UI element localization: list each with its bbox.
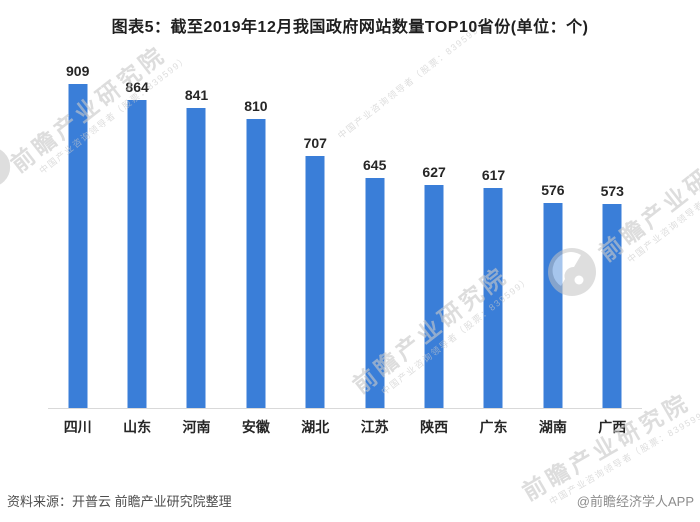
bar	[424, 185, 444, 408]
bar-slot: 841 河南	[167, 60, 226, 436]
bar	[127, 100, 147, 408]
bar	[68, 84, 88, 408]
brand-credit: @前瞻经济学人APP	[576, 494, 694, 509]
bar	[365, 178, 385, 408]
category-label: 广东	[479, 419, 508, 435]
chart-title: 图表5：截至2019年12月我国政府网站数量TOP10省份(单位：个)	[111, 19, 589, 36]
bar-value-label: 841	[184, 87, 209, 103]
bar-slot: 573 广西	[583, 60, 642, 436]
bar-slot: 810 安徽	[226, 60, 285, 436]
bar-value-label: 645	[363, 157, 387, 173]
bar	[246, 119, 266, 408]
category-label: 广西	[598, 419, 627, 435]
bar-value-label: 707	[303, 135, 327, 151]
category-label: 四川	[63, 419, 92, 435]
bar-value-label: 909	[66, 63, 90, 79]
category-label: 河南	[182, 419, 211, 435]
bar-value-label: 810	[244, 98, 268, 114]
bar-value-label: 576	[541, 182, 565, 198]
bar	[543, 203, 563, 408]
category-label: 陕西	[420, 419, 449, 435]
bar-value-label: 627	[422, 164, 446, 180]
bar	[305, 156, 325, 408]
bar-slot: 707 湖北	[286, 60, 345, 436]
bar-value-label: 864	[125, 79, 149, 95]
bar-slot: 909 四川	[48, 60, 107, 436]
plot-area: 909 四川 864 山东 841 河南 810 安徽 707 湖北 645 江苏 627 陕西 617 广东…	[48, 60, 642, 436]
bar-slot: 864 山东	[107, 60, 166, 436]
bar	[483, 188, 503, 408]
source-note: 资料来源：开普云 前瞻产业研究院整理	[7, 494, 232, 509]
bar	[602, 204, 622, 408]
category-label: 湖北	[301, 419, 330, 435]
bar-value-label: 573	[600, 183, 624, 199]
footer: 资料来源：开普云 前瞻产业研究院整理 @前瞻经济学人APP	[7, 491, 694, 510]
bar-value-label: 617	[481, 167, 506, 183]
bar	[186, 108, 206, 408]
bar-slot: 645 江苏	[345, 60, 404, 436]
category-label: 江苏	[360, 419, 389, 435]
bar-slot: 617 广东	[464, 60, 523, 436]
category-label: 湖南	[538, 419, 567, 435]
bar-slot: 576 湖南	[523, 60, 582, 436]
qianzhan-logo-icon	[0, 146, 11, 193]
category-label: 安徽	[241, 419, 270, 435]
category-label: 山东	[123, 419, 152, 435]
bar-slot: 627 陕西	[404, 60, 463, 436]
